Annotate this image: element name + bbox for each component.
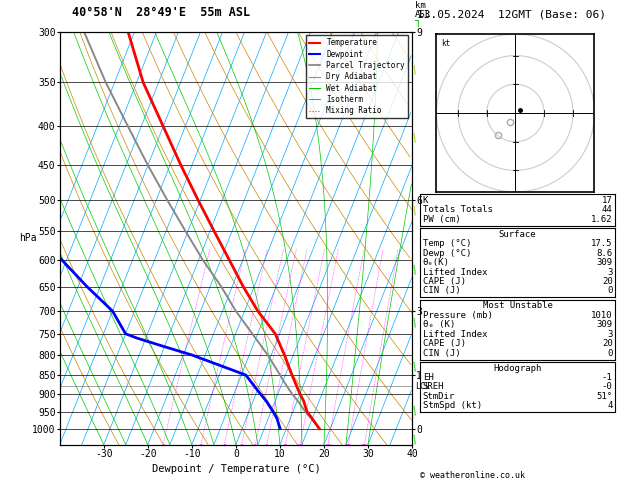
Text: θₑ (K): θₑ (K) (423, 320, 455, 330)
Text: CIN (J): CIN (J) (423, 287, 460, 295)
Text: 20: 20 (602, 277, 613, 286)
Text: PW (cm): PW (cm) (423, 215, 460, 224)
Text: ┐: ┐ (414, 17, 421, 27)
Text: /: / (410, 206, 420, 217)
Text: /: / (410, 264, 420, 276)
Text: /: / (410, 65, 420, 76)
Text: 1: 1 (161, 444, 165, 449)
Text: Lifted Index: Lifted Index (423, 330, 487, 339)
Text: /: / (410, 434, 420, 446)
Text: 51°: 51° (596, 392, 613, 401)
Text: /: / (410, 133, 420, 144)
Text: 17: 17 (602, 196, 613, 205)
Text: -1: -1 (602, 373, 613, 382)
Text: 20: 20 (345, 444, 352, 449)
Text: hPa: hPa (19, 233, 37, 243)
Text: 1010: 1010 (591, 311, 613, 320)
Text: θₑ(K): θₑ(K) (423, 258, 450, 267)
Text: 1.62: 1.62 (591, 215, 613, 224)
Text: K: K (423, 196, 428, 205)
Text: StmSpd (kt): StmSpd (kt) (423, 401, 482, 411)
Text: /: / (410, 317, 420, 329)
Text: -0: -0 (602, 382, 613, 392)
Text: 309: 309 (596, 258, 613, 267)
Text: 4: 4 (607, 401, 613, 411)
Text: km
ASL: km ASL (415, 1, 431, 19)
Text: /: / (410, 405, 420, 417)
Text: 0: 0 (607, 349, 613, 358)
Text: 10: 10 (296, 444, 304, 449)
Text: 3: 3 (607, 267, 613, 277)
Text: kt: kt (441, 38, 450, 48)
Text: /: / (410, 361, 420, 373)
Text: SREH: SREH (423, 382, 444, 392)
Text: CIN (J): CIN (J) (423, 349, 460, 358)
Text: 13.05.2024  12GMT (Base: 06): 13.05.2024 12GMT (Base: 06) (417, 9, 606, 19)
Text: 15: 15 (324, 444, 331, 449)
Text: Temp (°C): Temp (°C) (423, 239, 471, 248)
Text: 20: 20 (602, 339, 613, 348)
Text: StmDir: StmDir (423, 392, 455, 401)
Text: 40°58'N  28°49'E  55m ASL: 40°58'N 28°49'E 55m ASL (72, 6, 250, 19)
Text: Surface: Surface (499, 230, 537, 239)
X-axis label: Dewpoint / Temperature (°C): Dewpoint / Temperature (°C) (152, 465, 320, 474)
Text: Pressure (mb): Pressure (mb) (423, 311, 493, 320)
Text: Lifted Index: Lifted Index (423, 267, 487, 277)
Text: 8: 8 (284, 444, 287, 449)
Text: Hodograph: Hodograph (494, 364, 542, 373)
Text: 2: 2 (199, 444, 203, 449)
Text: 44: 44 (602, 205, 613, 214)
Text: CAPE (J): CAPE (J) (423, 277, 465, 286)
Legend: Temperature, Dewpoint, Parcel Trajectory, Dry Adiabat, Wet Adiabat, Isotherm, Mi: Temperature, Dewpoint, Parcel Trajectory… (306, 35, 408, 118)
Text: 5: 5 (253, 444, 257, 449)
Text: 17.5: 17.5 (591, 239, 613, 248)
Text: 4: 4 (240, 444, 243, 449)
Text: 3: 3 (607, 330, 613, 339)
Text: © weatheronline.co.uk: © weatheronline.co.uk (420, 471, 525, 480)
Text: Totals Totals: Totals Totals (423, 205, 493, 214)
Text: 6: 6 (265, 444, 269, 449)
Text: LCL: LCL (415, 382, 430, 391)
Text: 3: 3 (223, 444, 226, 449)
Text: 309: 309 (596, 320, 613, 330)
Text: CAPE (J): CAPE (J) (423, 339, 465, 348)
Text: 25: 25 (361, 444, 368, 449)
Text: EH: EH (423, 373, 433, 382)
Text: Most Unstable: Most Unstable (482, 301, 553, 311)
Text: 8.6: 8.6 (596, 249, 613, 258)
Text: Dewp (°C): Dewp (°C) (423, 249, 471, 258)
Text: 0: 0 (607, 287, 613, 295)
